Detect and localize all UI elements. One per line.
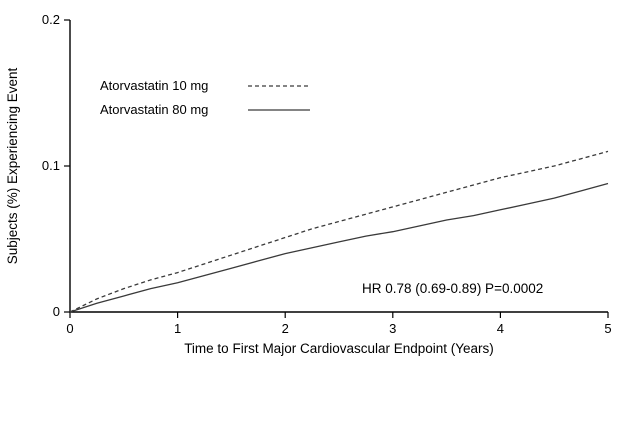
legend-label-10mg: Atorvastatin 10 mg	[100, 78, 208, 93]
x-axis-label: Time to First Major Cardiovascular Endpo…	[184, 341, 494, 356]
tick-labels: 0 1 2 3 4 5 0 0.1 0.2	[42, 12, 612, 336]
y-tick-label: 0	[53, 304, 60, 319]
y-tick-label: 0.2	[42, 12, 60, 27]
x-tick-label: 3	[389, 321, 396, 336]
x-tick-label: 5	[604, 321, 611, 336]
axis-lines	[69, 20, 608, 313]
tick-marks	[64, 19, 609, 318]
series-line-10mg	[69, 150, 609, 313]
y-axis-label: Subjects (%) Experiencing Event	[5, 67, 20, 264]
x-tick-label: 0	[66, 321, 73, 336]
hazard-ratio-annotation: HR 0.78 (0.69-0.89) P=0.0002	[362, 281, 543, 296]
x-tick-label: 4	[497, 321, 504, 336]
y-tick-label: 0.1	[42, 158, 60, 173]
x-tick-label: 1	[174, 321, 181, 336]
series-lines	[69, 150, 609, 313]
legend-label-80mg: Atorvastatin 80 mg	[100, 102, 208, 117]
series-line-80mg	[69, 182, 609, 313]
legend: Atorvastatin 10 mg Atorvastatin 80 mg	[100, 78, 310, 117]
x-tick-label: 2	[282, 321, 289, 336]
axes	[69, 20, 608, 313]
